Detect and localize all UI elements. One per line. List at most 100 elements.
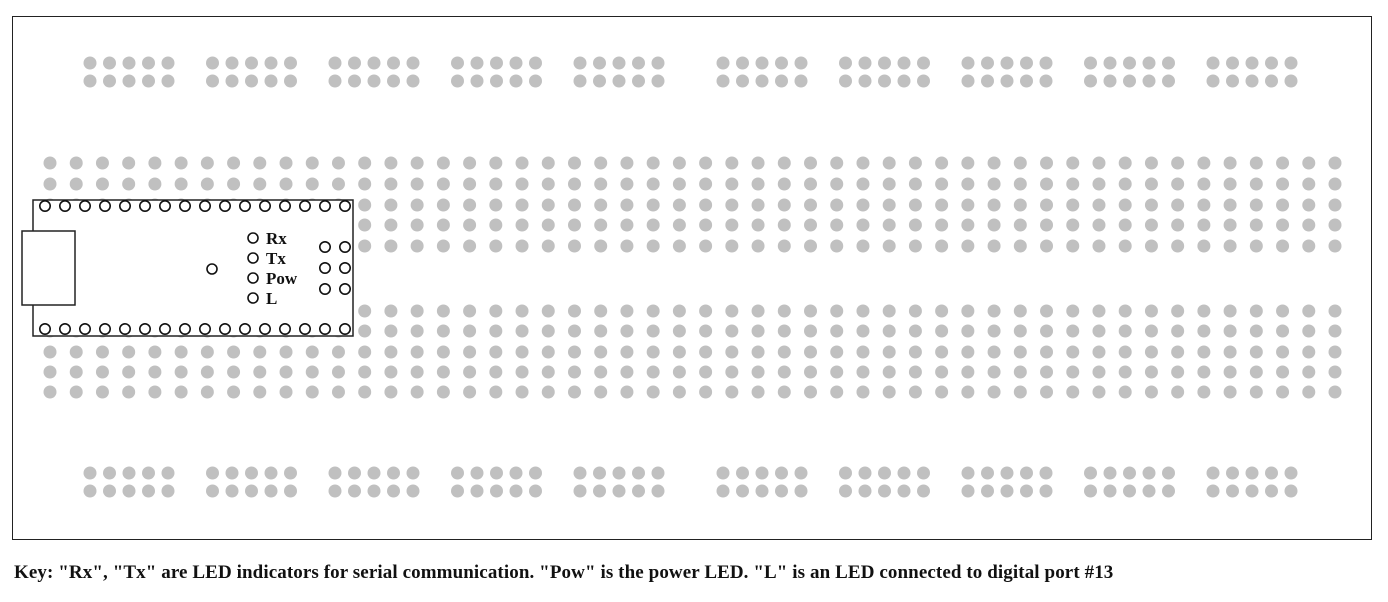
terminal-hole bbox=[751, 365, 765, 379]
terminal-hole bbox=[961, 304, 975, 318]
terminal-hole bbox=[541, 345, 555, 359]
terminal-hole bbox=[961, 365, 975, 379]
terminal-hole bbox=[594, 218, 608, 232]
rail-hole bbox=[1039, 56, 1053, 70]
terminal-hole bbox=[1302, 156, 1316, 170]
terminal-hole bbox=[804, 198, 818, 212]
rail-hole bbox=[716, 466, 730, 480]
led-pow-icon bbox=[247, 272, 259, 284]
rail-hole bbox=[490, 466, 503, 480]
terminal-hole bbox=[1276, 177, 1290, 191]
rail-hole bbox=[632, 466, 645, 480]
header-pin bbox=[298, 322, 311, 335]
rail-hole bbox=[961, 74, 975, 88]
terminal-hole bbox=[567, 177, 581, 191]
terminal-hole bbox=[69, 156, 83, 170]
rail-hole bbox=[878, 56, 891, 70]
header-pin bbox=[239, 322, 252, 335]
terminal-hole bbox=[436, 239, 450, 253]
terminal-hole bbox=[1328, 385, 1342, 399]
header-pin bbox=[119, 200, 132, 213]
rail-hole bbox=[406, 466, 420, 480]
terminal-hole bbox=[751, 304, 765, 318]
terminal-hole bbox=[1249, 304, 1263, 318]
terminal-hole bbox=[804, 385, 818, 399]
terminal-hole bbox=[95, 345, 109, 359]
rail-hole bbox=[1039, 466, 1053, 480]
rail-hole bbox=[858, 466, 872, 480]
rail-hole bbox=[490, 56, 503, 70]
terminal-hole bbox=[227, 156, 241, 170]
terminal-hole bbox=[1066, 385, 1080, 399]
terminal-hole bbox=[646, 239, 660, 253]
terminal-hole bbox=[672, 345, 686, 359]
terminal-hole bbox=[489, 365, 503, 379]
terminal-hole bbox=[830, 156, 844, 170]
terminal-hole bbox=[1223, 156, 1237, 170]
terminal-hole bbox=[725, 345, 739, 359]
terminal-hole bbox=[1276, 365, 1290, 379]
terminal-hole bbox=[1066, 324, 1080, 338]
terminal-hole bbox=[515, 218, 529, 232]
terminal-hole bbox=[358, 239, 372, 253]
rail-hole bbox=[1284, 484, 1298, 498]
rail-hole bbox=[264, 484, 278, 498]
icsp-pin bbox=[338, 282, 351, 295]
terminal-hole bbox=[567, 365, 581, 379]
header-pin bbox=[79, 200, 92, 213]
terminal-hole bbox=[882, 385, 896, 399]
terminal-hole bbox=[463, 304, 477, 318]
terminal-hole bbox=[541, 198, 555, 212]
terminal-hole bbox=[646, 365, 660, 379]
terminal-hole bbox=[1171, 177, 1185, 191]
terminal-hole bbox=[567, 156, 581, 170]
rail-hole bbox=[328, 466, 342, 480]
terminal-hole bbox=[1092, 198, 1106, 212]
terminal-hole bbox=[1144, 177, 1158, 191]
terminal-hole bbox=[1144, 385, 1158, 399]
rail-hole bbox=[736, 484, 749, 498]
terminal-hole bbox=[148, 177, 162, 191]
terminal-hole bbox=[935, 239, 949, 253]
led-pow-label: Pow bbox=[266, 269, 298, 288]
rail-hole bbox=[593, 74, 606, 88]
terminal-hole bbox=[961, 324, 975, 338]
terminal-hole bbox=[1144, 156, 1158, 170]
terminal-hole bbox=[358, 156, 372, 170]
header-pin bbox=[278, 322, 291, 335]
terminal-hole bbox=[961, 385, 975, 399]
terminal-hole bbox=[253, 365, 267, 379]
terminal-hole bbox=[594, 345, 608, 359]
terminal-hole bbox=[1144, 365, 1158, 379]
terminal-hole bbox=[148, 345, 162, 359]
terminal-hole bbox=[515, 239, 529, 253]
terminal-hole bbox=[1013, 324, 1027, 338]
terminal-hole bbox=[305, 156, 319, 170]
terminal-hole bbox=[358, 385, 372, 399]
rail-hole bbox=[593, 484, 606, 498]
terminal-hole bbox=[804, 304, 818, 318]
terminal-hole bbox=[908, 324, 922, 338]
terminal-hole bbox=[725, 324, 739, 338]
terminal-hole bbox=[279, 345, 293, 359]
rail-hole bbox=[245, 484, 258, 498]
terminal-hole bbox=[1328, 324, 1342, 338]
rail-hole bbox=[142, 56, 155, 70]
terminal-hole bbox=[699, 324, 713, 338]
terminal-hole bbox=[699, 385, 713, 399]
terminal-hole bbox=[935, 198, 949, 212]
terminal-hole bbox=[541, 239, 555, 253]
terminal-hole bbox=[1066, 239, 1080, 253]
terminal-hole bbox=[1223, 385, 1237, 399]
rail-hole bbox=[470, 484, 484, 498]
terminal-hole bbox=[725, 385, 739, 399]
rail-hole bbox=[1206, 56, 1220, 70]
terminal-hole bbox=[856, 324, 870, 338]
led-l-icon bbox=[247, 292, 259, 304]
terminal-hole bbox=[935, 177, 949, 191]
terminal-hole bbox=[515, 345, 529, 359]
terminal-hole bbox=[410, 177, 424, 191]
terminal-hole bbox=[620, 156, 634, 170]
terminal-hole bbox=[908, 345, 922, 359]
